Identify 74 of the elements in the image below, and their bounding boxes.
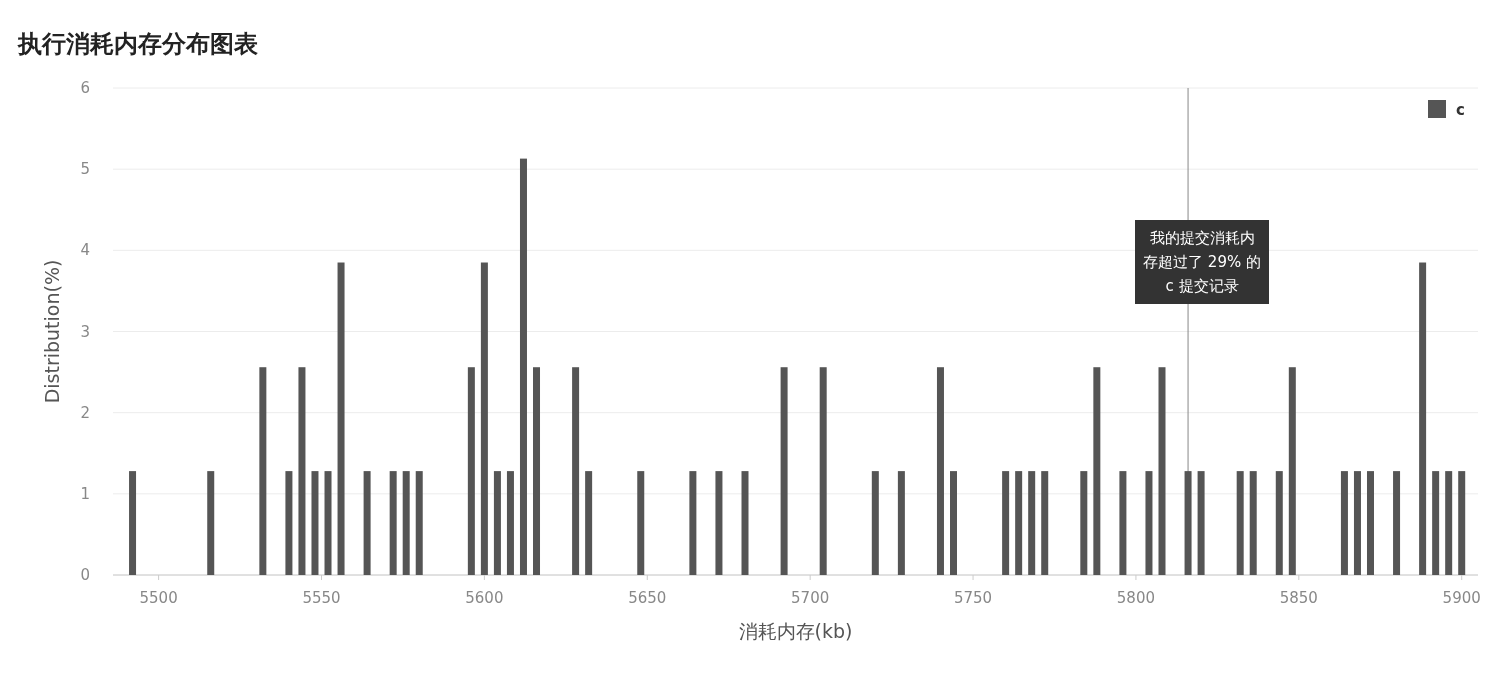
bar xyxy=(1197,471,1205,575)
bar xyxy=(689,471,697,575)
bar xyxy=(1458,471,1466,575)
y-tick-label: 0 xyxy=(80,566,90,584)
bar xyxy=(1184,471,1192,575)
bar xyxy=(1015,471,1023,575)
bar xyxy=(493,471,501,575)
bar xyxy=(1236,471,1244,575)
x-tick-label: 5500 xyxy=(139,589,178,607)
x-tick-label: 5600 xyxy=(465,589,504,607)
bar xyxy=(415,471,423,575)
x-tick-label: 5800 xyxy=(1116,589,1156,607)
bar xyxy=(402,471,410,575)
bar xyxy=(129,471,137,575)
bar xyxy=(819,367,827,575)
bar xyxy=(1432,471,1440,575)
ref-line-label: 我的提交消耗内存超过了 29% 的 c 提交记录 xyxy=(1135,220,1270,304)
bar xyxy=(1275,471,1283,575)
bar xyxy=(1393,471,1401,575)
y-axis-title: Distribution(%) xyxy=(41,259,63,404)
bar xyxy=(337,262,345,575)
bar xyxy=(311,471,319,575)
bar xyxy=(1041,471,1049,575)
bar xyxy=(533,367,541,575)
chart-title: 执行消耗内存分布图表 xyxy=(17,30,258,58)
bar xyxy=(1366,471,1374,575)
bar xyxy=(1445,471,1453,575)
bar xyxy=(298,367,306,575)
y-tick-label: 5 xyxy=(80,160,90,179)
y-tick-label: 4 xyxy=(80,241,90,260)
y-tick-label: 6 xyxy=(80,79,90,97)
bar xyxy=(1340,471,1348,575)
bar xyxy=(950,471,957,575)
x-tick-label: 5750 xyxy=(953,589,993,607)
bar xyxy=(506,471,514,575)
bar xyxy=(715,471,723,575)
bar xyxy=(871,471,879,575)
x-tick-label: 5700 xyxy=(791,589,830,607)
bar xyxy=(897,471,905,575)
y-tick-label: 3 xyxy=(80,322,90,341)
bar xyxy=(1093,367,1101,575)
bar xyxy=(1419,262,1427,575)
bar xyxy=(259,367,267,575)
x-tick-label: 5650 xyxy=(628,589,667,607)
bar xyxy=(467,367,475,575)
bar xyxy=(1288,367,1296,575)
bar xyxy=(519,158,527,575)
y-tick-label: 2 xyxy=(80,403,90,422)
bar xyxy=(585,471,593,575)
x-axis-title: 消耗内存(kb) xyxy=(738,620,853,642)
legend-label: c xyxy=(1456,101,1465,119)
bar xyxy=(480,262,488,575)
bar xyxy=(1080,471,1088,575)
bar xyxy=(780,367,788,575)
x-tick-label: 5850 xyxy=(1279,589,1318,607)
bar xyxy=(1119,471,1127,575)
bar xyxy=(1028,471,1036,575)
bar xyxy=(389,471,397,575)
bar xyxy=(1002,471,1010,575)
bar xyxy=(207,471,215,575)
x-tick-label: 5900 xyxy=(1442,589,1481,607)
bar xyxy=(572,367,580,575)
bar xyxy=(936,367,944,575)
bar xyxy=(324,471,332,575)
bar xyxy=(1249,471,1257,575)
y-tick-label: 1 xyxy=(80,484,90,503)
bar xyxy=(1353,471,1361,575)
bar xyxy=(637,471,645,575)
bar xyxy=(741,471,749,575)
bar xyxy=(1145,471,1153,575)
bar xyxy=(363,471,371,575)
x-tick-label: 5550 xyxy=(302,589,341,607)
bar xyxy=(1158,367,1166,575)
bar xyxy=(285,471,293,575)
